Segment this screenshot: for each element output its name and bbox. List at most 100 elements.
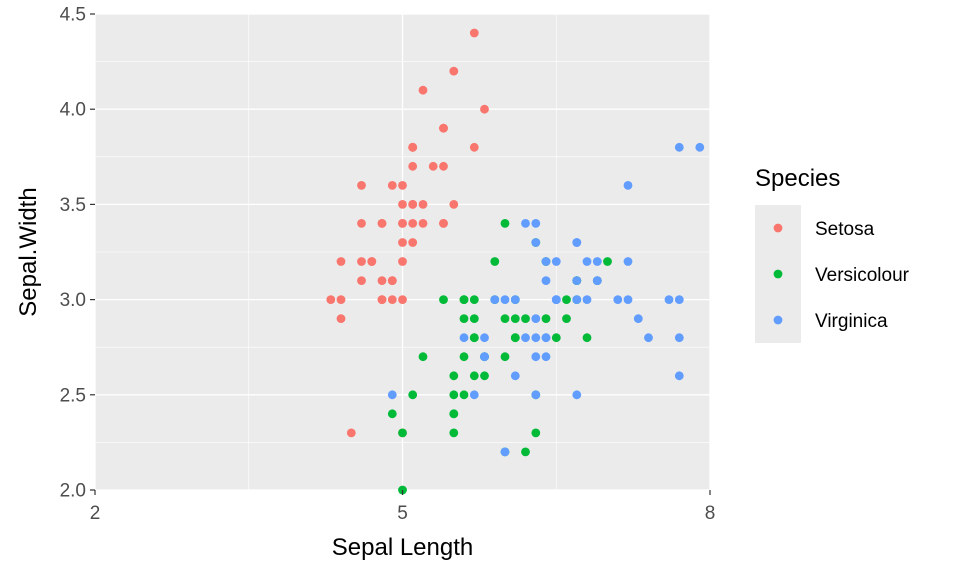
point-virginica xyxy=(521,333,530,343)
point-versicolour xyxy=(469,314,479,323)
point-virginica xyxy=(551,257,561,266)
legend-label-versicolour: Versicolour xyxy=(815,265,910,286)
point-setosa xyxy=(408,219,418,228)
point-virginica xyxy=(531,390,541,400)
point-virginica xyxy=(592,257,602,266)
point-versicolour xyxy=(449,428,459,438)
point-versicolour xyxy=(551,333,561,343)
point-versicolour xyxy=(459,314,469,323)
data-points xyxy=(326,28,705,495)
point-versicolour xyxy=(469,333,479,343)
legend-key-virginica xyxy=(773,315,783,325)
point-versicolour xyxy=(469,371,479,381)
point-setosa xyxy=(387,181,397,190)
point-virginica xyxy=(674,333,684,343)
point-virginica xyxy=(572,276,582,285)
point-virginica xyxy=(572,390,582,400)
point-setosa xyxy=(469,142,479,152)
point-setosa xyxy=(387,276,397,285)
point-virginica xyxy=(480,352,489,362)
point-setosa xyxy=(449,200,459,209)
point-setosa xyxy=(398,200,407,209)
point-setosa xyxy=(418,219,428,228)
legend-title: Species xyxy=(755,165,840,192)
point-versicolour xyxy=(439,295,448,304)
point-versicolour xyxy=(449,409,459,419)
point-virginica xyxy=(531,333,541,343)
point-versicolour xyxy=(449,371,459,381)
legend-label-virginica: Virginica xyxy=(815,311,888,332)
point-virginica xyxy=(500,447,510,457)
point-setosa xyxy=(387,295,397,304)
point-versicolour xyxy=(408,390,418,400)
point-setosa xyxy=(346,428,356,438)
point-setosa xyxy=(357,219,366,228)
point-versicolour xyxy=(531,428,541,438)
y-axis-title: Sepal.Width xyxy=(15,187,42,316)
point-virginica xyxy=(531,238,541,247)
point-virginica xyxy=(644,333,653,343)
point-virginica xyxy=(582,295,592,304)
point-virginica xyxy=(510,371,520,381)
point-setosa xyxy=(439,161,448,171)
point-setosa xyxy=(336,257,346,266)
legend-key-setosa xyxy=(773,223,783,233)
point-setosa xyxy=(418,85,428,95)
point-setosa xyxy=(357,276,366,285)
y-tick-label: 3.5 xyxy=(60,195,86,216)
point-virginica xyxy=(551,295,561,304)
y-tick-label: 4.0 xyxy=(60,100,86,121)
point-versicolour xyxy=(449,390,459,400)
point-virginica xyxy=(572,295,582,304)
point-virginica xyxy=(572,238,582,247)
point-versicolour xyxy=(398,428,407,438)
point-virginica xyxy=(531,219,541,228)
y-tick-label: 4.5 xyxy=(60,5,86,26)
point-setosa xyxy=(480,104,489,114)
point-virginica xyxy=(674,142,684,152)
point-virginica xyxy=(623,181,633,190)
point-setosa xyxy=(357,181,366,190)
point-setosa xyxy=(336,314,346,323)
legend: Species Setosa Versicolour Virginica xyxy=(755,165,910,343)
point-versicolour xyxy=(582,333,592,343)
point-versicolour xyxy=(387,409,397,419)
point-virginica xyxy=(541,333,551,343)
point-setosa xyxy=(357,257,366,266)
point-virginica xyxy=(674,371,684,381)
point-virginica xyxy=(387,390,397,400)
point-setosa xyxy=(469,28,479,38)
point-virginica xyxy=(633,314,643,323)
point-setosa xyxy=(418,200,428,209)
point-versicolour xyxy=(562,314,571,323)
point-virginica xyxy=(664,295,674,304)
point-versicolour xyxy=(510,314,520,323)
point-setosa xyxy=(326,295,336,304)
point-setosa xyxy=(336,295,346,304)
point-versicolour xyxy=(541,314,551,323)
x-tick-label: 8 xyxy=(705,503,716,524)
legend-key-versicolour xyxy=(773,269,783,279)
point-versicolour xyxy=(521,314,530,323)
point-virginica xyxy=(541,257,551,266)
point-versicolour xyxy=(469,295,479,304)
point-virginica xyxy=(623,257,633,266)
point-versicolour xyxy=(459,295,469,304)
point-setosa xyxy=(377,276,387,285)
point-virginica xyxy=(592,276,602,285)
point-setosa xyxy=(439,123,448,133)
point-versicolour xyxy=(490,257,500,266)
point-versicolour xyxy=(480,371,489,381)
point-virginica xyxy=(582,257,592,266)
point-virginica xyxy=(500,295,510,304)
point-setosa xyxy=(408,142,418,152)
x-axis-title: Sepal Length xyxy=(332,534,473,561)
point-versicolour xyxy=(562,295,571,304)
point-setosa xyxy=(398,295,407,304)
point-setosa xyxy=(377,219,387,228)
y-tick-label: 2.0 xyxy=(60,481,86,502)
legend-label-setosa: Setosa xyxy=(815,219,875,240)
point-virginica xyxy=(531,352,541,362)
point-setosa xyxy=(408,200,418,209)
y-tick-label: 2.5 xyxy=(60,385,86,406)
